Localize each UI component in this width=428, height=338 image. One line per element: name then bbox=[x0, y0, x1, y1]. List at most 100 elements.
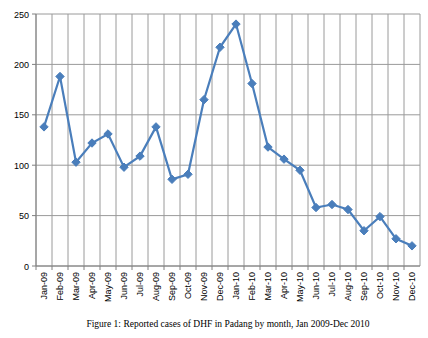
marker bbox=[40, 123, 48, 131]
y-tick-label: 0 bbox=[24, 262, 29, 272]
x-tick-label: Jan-10 bbox=[231, 272, 241, 300]
y-tick bbox=[32, 64, 36, 65]
x-tick-label: Aug-09 bbox=[151, 272, 161, 301]
x-grid-line bbox=[292, 14, 293, 266]
x-tick-label: Jan-09 bbox=[39, 272, 49, 300]
x-tick bbox=[260, 266, 261, 270]
marker bbox=[88, 139, 96, 147]
x-tick bbox=[228, 266, 229, 270]
x-grid-line bbox=[52, 14, 53, 266]
marker bbox=[200, 95, 208, 103]
title: Figure 1: Reported cases of DHF in Padan… bbox=[86, 319, 369, 329]
x-grid-line bbox=[308, 14, 309, 266]
y-tick bbox=[32, 266, 36, 267]
y-grid-line bbox=[36, 64, 420, 65]
x-grid-line bbox=[404, 14, 405, 266]
x-tick bbox=[340, 266, 341, 270]
x-tick bbox=[68, 266, 69, 270]
x-grid-line bbox=[116, 14, 117, 266]
marker bbox=[312, 203, 320, 211]
marker bbox=[232, 20, 240, 28]
y-tick-label: 50 bbox=[19, 211, 29, 221]
marker bbox=[56, 72, 64, 80]
y-tick-label: 200 bbox=[14, 60, 29, 70]
marker bbox=[360, 227, 368, 235]
y-tick-label: 150 bbox=[14, 110, 29, 120]
x-tick bbox=[116, 266, 117, 270]
x-tick bbox=[404, 266, 405, 270]
x-tick-label: Apr-09 bbox=[87, 272, 97, 299]
x-tick-label: Jun-10 bbox=[311, 272, 321, 300]
x-grid-line bbox=[420, 14, 421, 266]
x-tick bbox=[356, 266, 357, 270]
x-tick bbox=[292, 266, 293, 270]
marker bbox=[104, 130, 112, 138]
x-tick-label: Mar-09 bbox=[71, 272, 81, 301]
y-grid-line bbox=[36, 215, 420, 216]
x-grid-line bbox=[260, 14, 261, 266]
x-grid-line bbox=[84, 14, 85, 266]
x-tick bbox=[372, 266, 373, 270]
x-tick bbox=[52, 266, 53, 270]
marker bbox=[168, 175, 176, 183]
x-grid-line bbox=[228, 14, 229, 266]
x-grid-line bbox=[180, 14, 181, 266]
x-tick-label: Dec-10 bbox=[407, 272, 417, 301]
y-tick bbox=[32, 14, 36, 15]
x-tick-label: Nov-10 bbox=[391, 272, 401, 301]
x-tick bbox=[212, 266, 213, 270]
x-tick-label: Apr-10 bbox=[279, 272, 289, 299]
x-tick-label: Oct-10 bbox=[375, 272, 385, 299]
x-tick-label: Dec-09 bbox=[215, 272, 225, 301]
x-tick bbox=[244, 266, 245, 270]
x-tick bbox=[164, 266, 165, 270]
x-grid-line bbox=[100, 14, 101, 266]
x-tick bbox=[148, 266, 149, 270]
marker bbox=[264, 143, 272, 151]
x-tick bbox=[100, 266, 101, 270]
x-tick bbox=[308, 266, 309, 270]
x-tick bbox=[196, 266, 197, 270]
x-grid-line bbox=[356, 14, 357, 266]
marker bbox=[248, 79, 256, 87]
y-grid-line bbox=[36, 114, 420, 115]
x-tick-label: Sep-10 bbox=[359, 272, 369, 301]
x-grid-line bbox=[212, 14, 213, 266]
x-tick-label: Feb-10 bbox=[247, 272, 257, 301]
x-grid-line bbox=[372, 14, 373, 266]
x-grid-line bbox=[164, 14, 165, 266]
x-grid-line bbox=[68, 14, 69, 266]
marker bbox=[344, 205, 352, 213]
marker bbox=[408, 242, 416, 250]
marker bbox=[280, 155, 288, 163]
line bbox=[44, 24, 412, 246]
y-tick bbox=[32, 165, 36, 166]
x-grid-line bbox=[276, 14, 277, 266]
x-tick bbox=[324, 266, 325, 270]
x-tick-label: Jul-10 bbox=[327, 272, 337, 297]
marker bbox=[72, 158, 80, 166]
x-tick-label: Aug-10 bbox=[343, 272, 353, 301]
x-tick-label: Mar-10 bbox=[263, 272, 273, 301]
x-grid-line bbox=[132, 14, 133, 266]
x-tick-label: Feb-09 bbox=[55, 272, 65, 301]
x-tick-label: Jun-09 bbox=[119, 272, 129, 300]
y-tick bbox=[32, 215, 36, 216]
marker bbox=[136, 152, 144, 160]
marker bbox=[376, 212, 384, 220]
x-tick-label: Nov-09 bbox=[199, 272, 209, 301]
x-tick bbox=[36, 266, 37, 270]
marker bbox=[152, 123, 160, 131]
x-grid-line bbox=[340, 14, 341, 266]
y-tick bbox=[32, 114, 36, 115]
y-tick-label: 100 bbox=[14, 161, 29, 171]
x-tick-label: Oct-09 bbox=[183, 272, 193, 299]
x-tick bbox=[180, 266, 181, 270]
x-tick bbox=[132, 266, 133, 270]
y-axis bbox=[36, 14, 37, 266]
x-tick bbox=[276, 266, 277, 270]
marker bbox=[296, 166, 304, 174]
x-tick-label: Jul-09 bbox=[135, 272, 145, 297]
y-grid-line bbox=[36, 165, 420, 166]
x-tick-label: Sep-09 bbox=[167, 272, 177, 301]
